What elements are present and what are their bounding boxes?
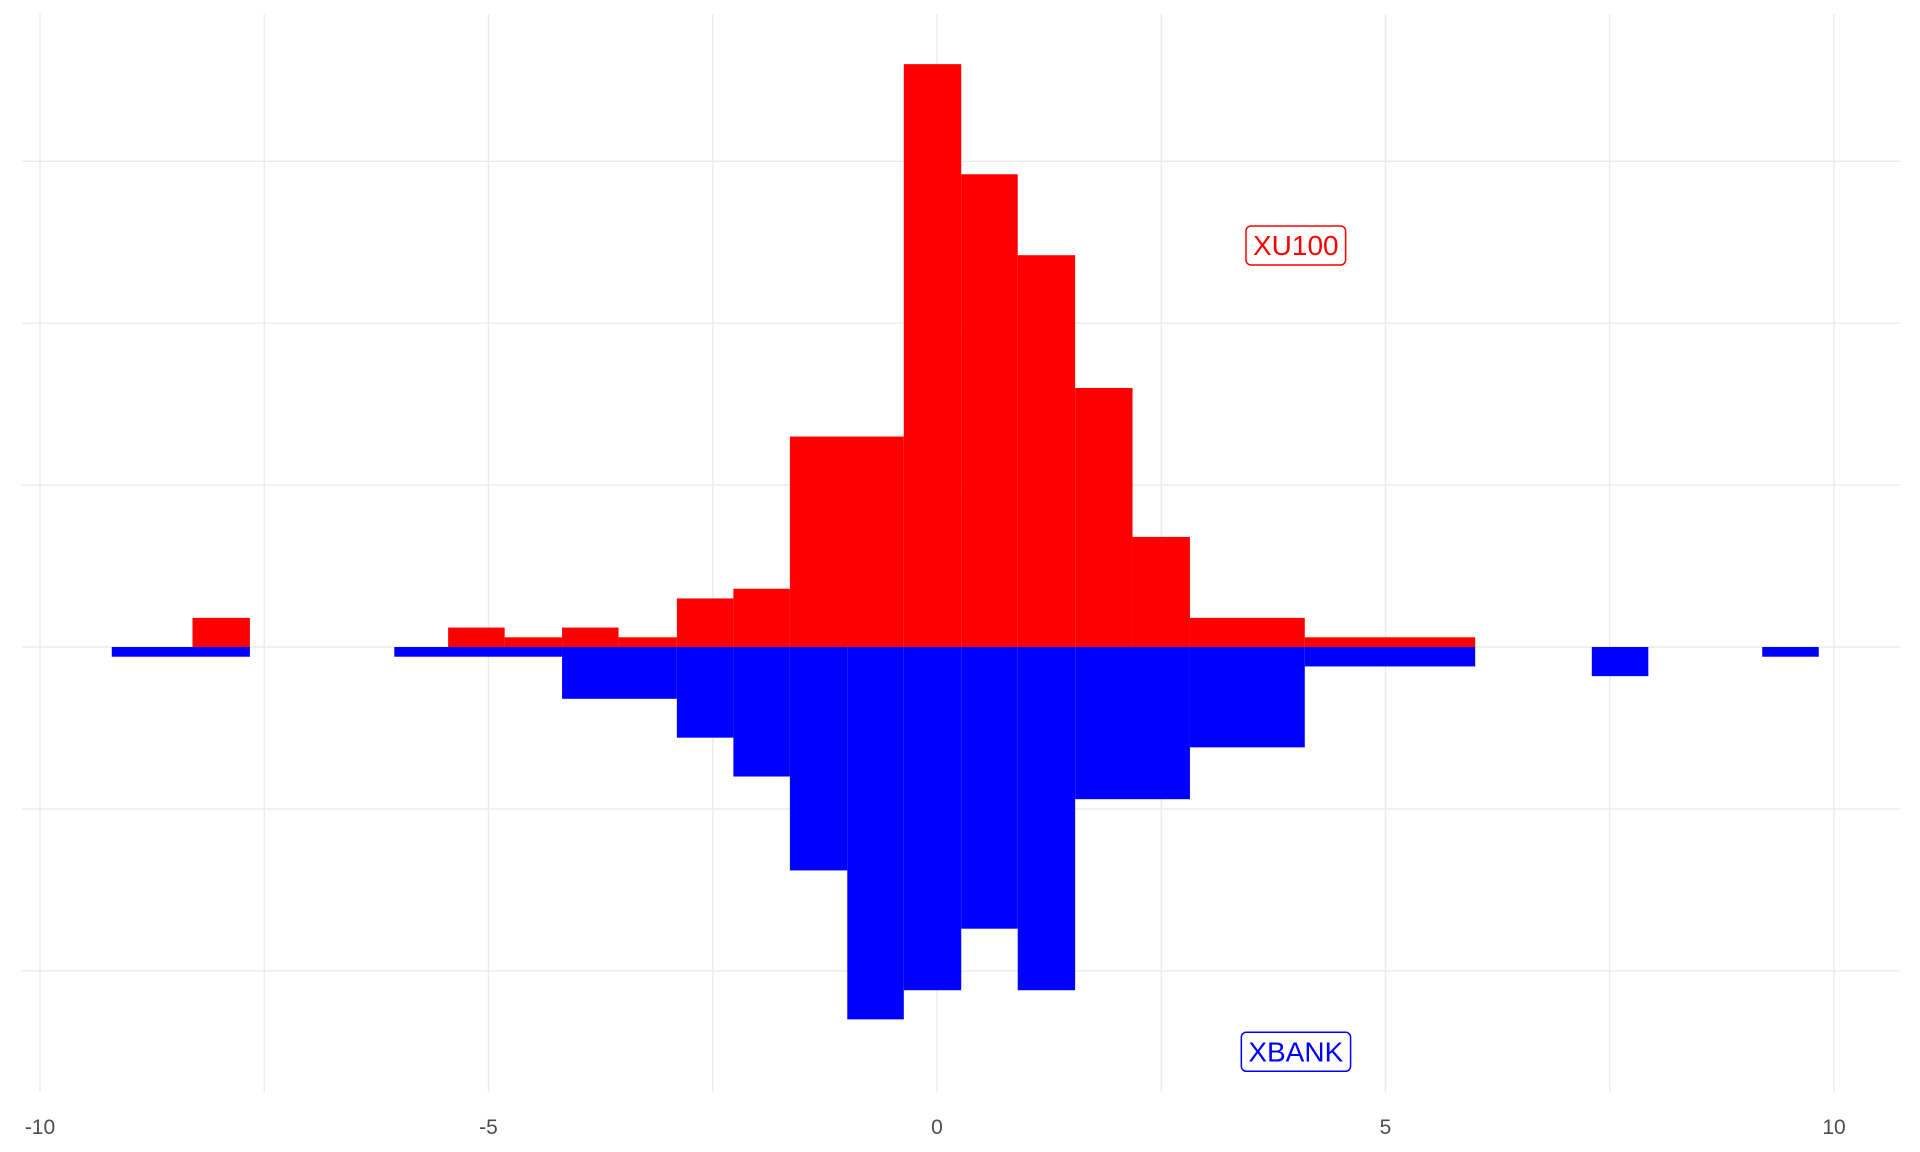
xu100-bar [562, 627, 619, 647]
xu100-bar [618, 637, 677, 647]
x-tick-label: -10 [25, 1116, 55, 1139]
xu100-bar [192, 617, 250, 647]
xbank-bar [1304, 647, 1476, 667]
xbank-bar [1762, 647, 1819, 657]
x-tick-label: 10 [1822, 1116, 1845, 1139]
xu100-label-text: XU100 [1253, 230, 1339, 261]
xbank-bar [562, 647, 677, 699]
xbank-bar [1075, 647, 1190, 800]
xbank-bar [961, 647, 1018, 929]
xu100-bar [448, 627, 505, 647]
xu100-bar [676, 598, 734, 647]
xu100-bar [789, 436, 904, 647]
histogram-bars [111, 64, 1819, 1020]
xu100-bar [1189, 617, 1305, 647]
xu100-bar [1075, 387, 1133, 647]
xu100-label-box [1245, 225, 1347, 266]
xu100-bar [961, 174, 1018, 647]
xu100-bar [733, 588, 790, 647]
x-tick-label: 0 [931, 1116, 943, 1139]
xbank-bar [1591, 647, 1649, 677]
xbank-label: XBANK [1240, 1031, 1352, 1072]
xu100-bar [1304, 637, 1476, 647]
xu100-bar [1017, 255, 1076, 647]
xbank-bar [676, 647, 734, 738]
xbank-bar [394, 647, 563, 657]
xbank-bar [1189, 647, 1305, 748]
xbank-bar [847, 647, 904, 1020]
legend-labels: XU100 XBANK [1240, 225, 1352, 1072]
xu100-bar [504, 637, 563, 647]
xbank-label-box [1240, 1031, 1352, 1072]
xu100-bar [1132, 536, 1190, 647]
xbank-bar [733, 647, 790, 777]
xbank-bar [111, 647, 250, 657]
xbank-bar [1017, 647, 1076, 991]
xu100-bar [903, 64, 962, 647]
x-axis-tick-labels: -10 -5 0 5 10 [25, 1116, 1846, 1139]
xbank-label-text: XBANK [1248, 1036, 1343, 1067]
xu100-label: XU100 [1245, 225, 1347, 266]
x-tick-label: 5 [1380, 1116, 1392, 1139]
xbank-bar [789, 647, 848, 871]
xbank-bar [903, 647, 962, 991]
x-tick-label: -5 [479, 1116, 498, 1139]
